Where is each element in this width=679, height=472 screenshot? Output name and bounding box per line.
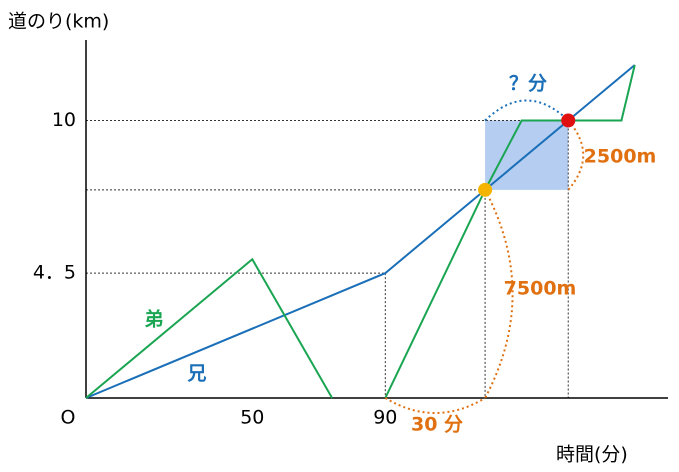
x-tick-label: 50: [240, 407, 264, 429]
arc: [567, 119, 585, 191]
y-axis-label: 道のり(km): [8, 11, 109, 33]
x-tick-label: 90: [373, 407, 397, 429]
annotation: 2500m: [584, 146, 657, 168]
annotation: 7500m: [504, 278, 577, 300]
arc: [484, 99, 569, 122]
y-tick-label: 4．5: [33, 262, 76, 284]
series-label: 弟: [144, 308, 163, 331]
point: [561, 113, 576, 128]
y-tick-label: 10: [52, 109, 76, 131]
x-tick-label: O: [61, 407, 76, 429]
series-line: [85, 64, 636, 399]
series-line: [85, 257, 333, 399]
series-label: 兄: [186, 363, 206, 385]
annotation: 30 分: [411, 414, 463, 436]
point: [478, 182, 493, 197]
annotation: ？分: [509, 73, 547, 95]
series-line: [384, 64, 636, 399]
x-axis-label: 時間(分): [556, 444, 628, 466]
arc: [384, 397, 486, 414]
